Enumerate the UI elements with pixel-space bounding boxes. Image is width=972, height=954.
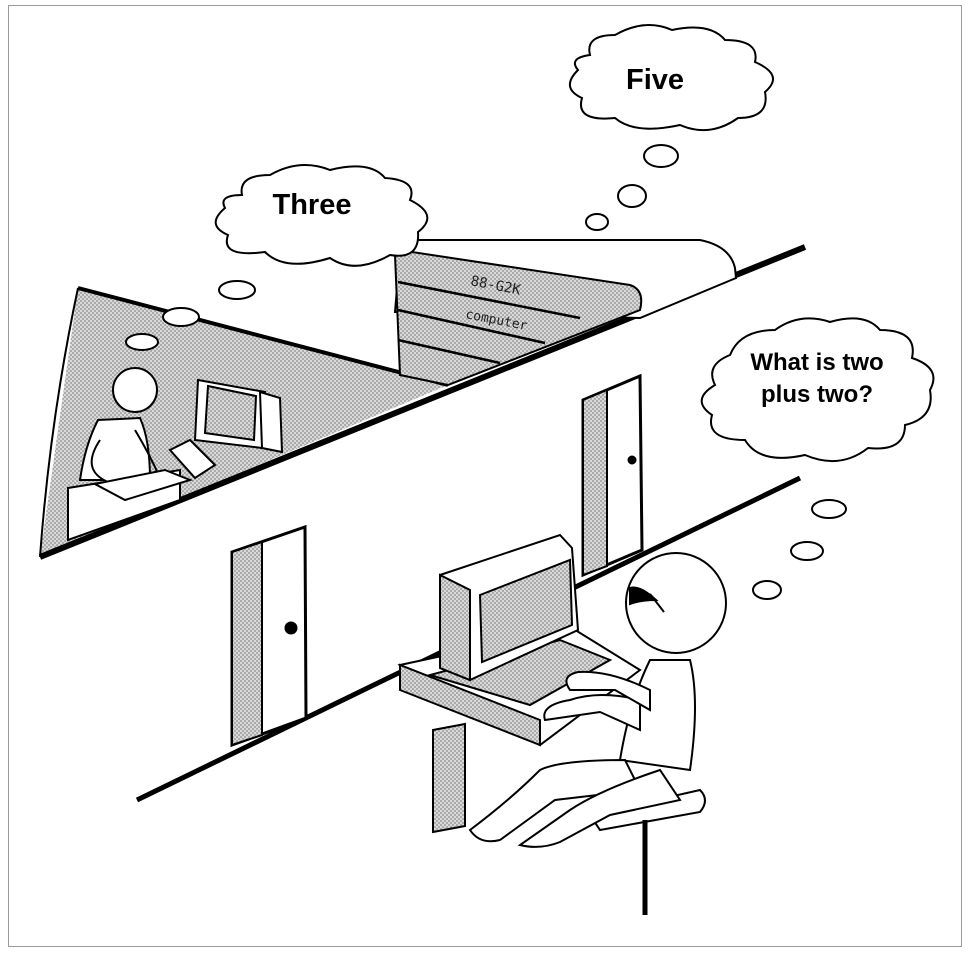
thought-interrogator-text-line2: plus two? [761,381,873,408]
interrogator-terminal [397,533,642,834]
thought-interrogator-text-line1: What is two [750,349,883,376]
thought-bubble-hidden-human [125,164,429,351]
front-door [230,524,308,748]
computer-cabinet [393,239,738,387]
thought-bubble-interrogator [700,317,935,600]
hidden-human-figure [67,367,284,542]
thought-computer-text: Five [626,64,684,96]
thought-hidden-human-text: Three [273,189,352,221]
thought-bubble-computer [569,24,774,231]
back-door [581,373,644,578]
interrogator-figure [468,552,727,915]
